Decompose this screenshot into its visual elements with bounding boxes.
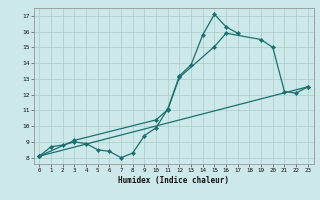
X-axis label: Humidex (Indice chaleur): Humidex (Indice chaleur) <box>118 176 229 185</box>
